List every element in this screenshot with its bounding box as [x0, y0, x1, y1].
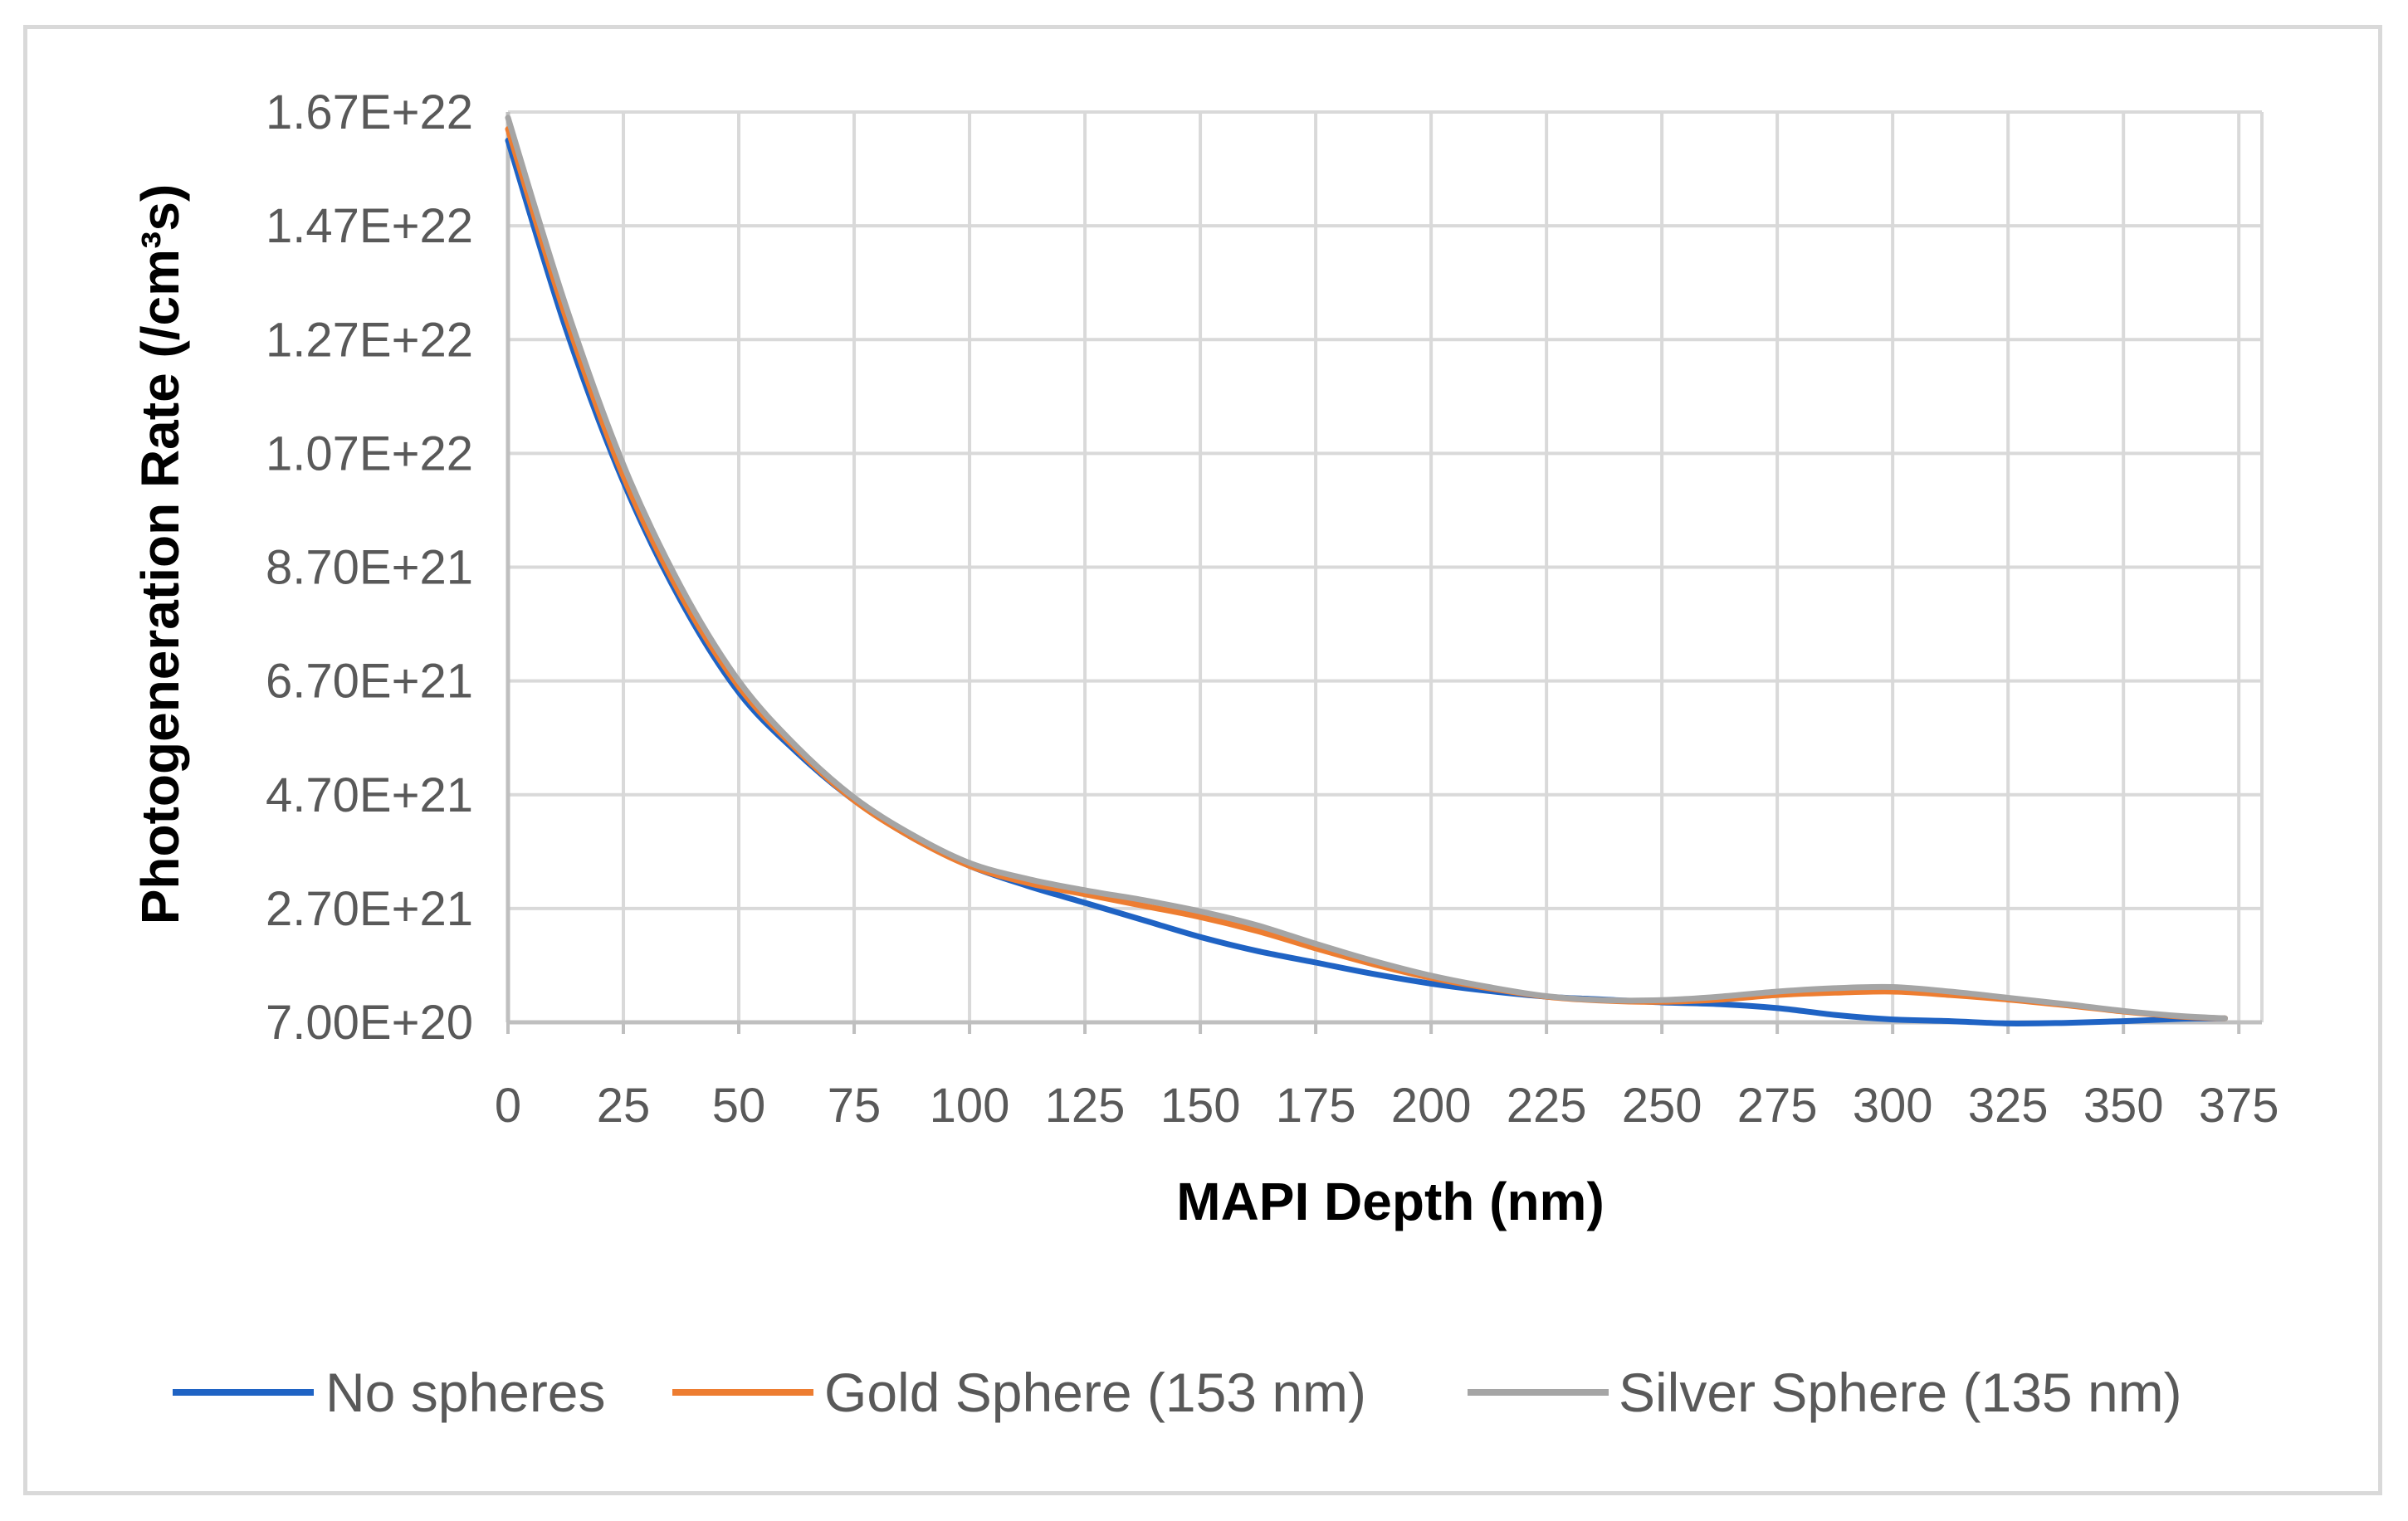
grid [508, 110, 2264, 1022]
chart-frame [23, 25, 2382, 1495]
x-tick-label: 375 [2199, 1079, 2279, 1133]
y-tick-labels: 7.00E+20 2.70E+21 4.70E+21 6.70E+21 8.70E+21… [266, 85, 473, 1050]
series-line-gold-sphere [505, 126, 2228, 1021]
x-tick-label: 75 [828, 1079, 882, 1133]
y-tick-label: 1.47E+22 [266, 199, 473, 253]
x-tick-label: 175 [1276, 1079, 1356, 1133]
y-tick-label: 6.70E+21 [266, 655, 473, 709]
series-line-no-spheres [505, 137, 2228, 1026]
legend-label-silver-sphere: Silver Sphere (135 nm) [1619, 1362, 2182, 1423]
y-tick-label: 7.00E+20 [266, 996, 473, 1050]
y-tick-label: 1.27E+22 [266, 313, 473, 367]
x-tick-label: 300 [1853, 1079, 1933, 1133]
series-line-silver-sphere [505, 115, 2228, 1021]
series-group [505, 115, 2228, 1026]
y-tick-label: 8.70E+21 [266, 541, 473, 595]
x-tick-label: 25 [597, 1079, 651, 1133]
y-tick-label: 2.70E+21 [266, 882, 473, 936]
legend-item-gold-sphere: Gold Sphere (153 nm) [672, 1362, 1366, 1423]
x-tick-label: 325 [1968, 1079, 2049, 1133]
legend-item-silver-sphere: Silver Sphere (135 nm) [1468, 1362, 2182, 1423]
x-tick-label: 200 [1391, 1079, 1472, 1133]
x-tick-label: 150 [1160, 1079, 1241, 1133]
x-tick-labels: 0 25 50 75 100 125 150 175 200 225 250 275 300 325 350… [495, 1079, 2279, 1133]
x-tick-label: 250 [1622, 1079, 1702, 1133]
legend: No spheres Gold Sphere (153 nm) Silver S… [173, 1362, 2182, 1423]
y-axis-title: Photogeneration Rate (/cm³s) [130, 184, 190, 925]
x-tick-label: 100 [930, 1079, 1010, 1133]
x-tick-label: 0 [495, 1079, 521, 1133]
legend-item-no-spheres: No spheres [173, 1362, 606, 1423]
axes [506, 112, 2262, 1034]
x-tick-label: 350 [2083, 1079, 2164, 1133]
x-tick-label: 50 [712, 1079, 766, 1133]
y-tick-label: 4.70E+21 [266, 768, 473, 822]
y-tick-label: 1.07E+22 [266, 427, 473, 480]
legend-label-gold-sphere: Gold Sphere (153 nm) [824, 1362, 1366, 1423]
legend-label-no-spheres: No spheres [325, 1362, 606, 1423]
x-tick-label: 225 [1507, 1079, 1587, 1133]
x-tick-label: 275 [1737, 1079, 1818, 1133]
x-axis-title: MAPI Depth (nm) [1176, 1172, 1605, 1231]
y-tick-label: 1.67E+22 [266, 85, 473, 139]
x-tick-label: 125 [1045, 1079, 1126, 1133]
